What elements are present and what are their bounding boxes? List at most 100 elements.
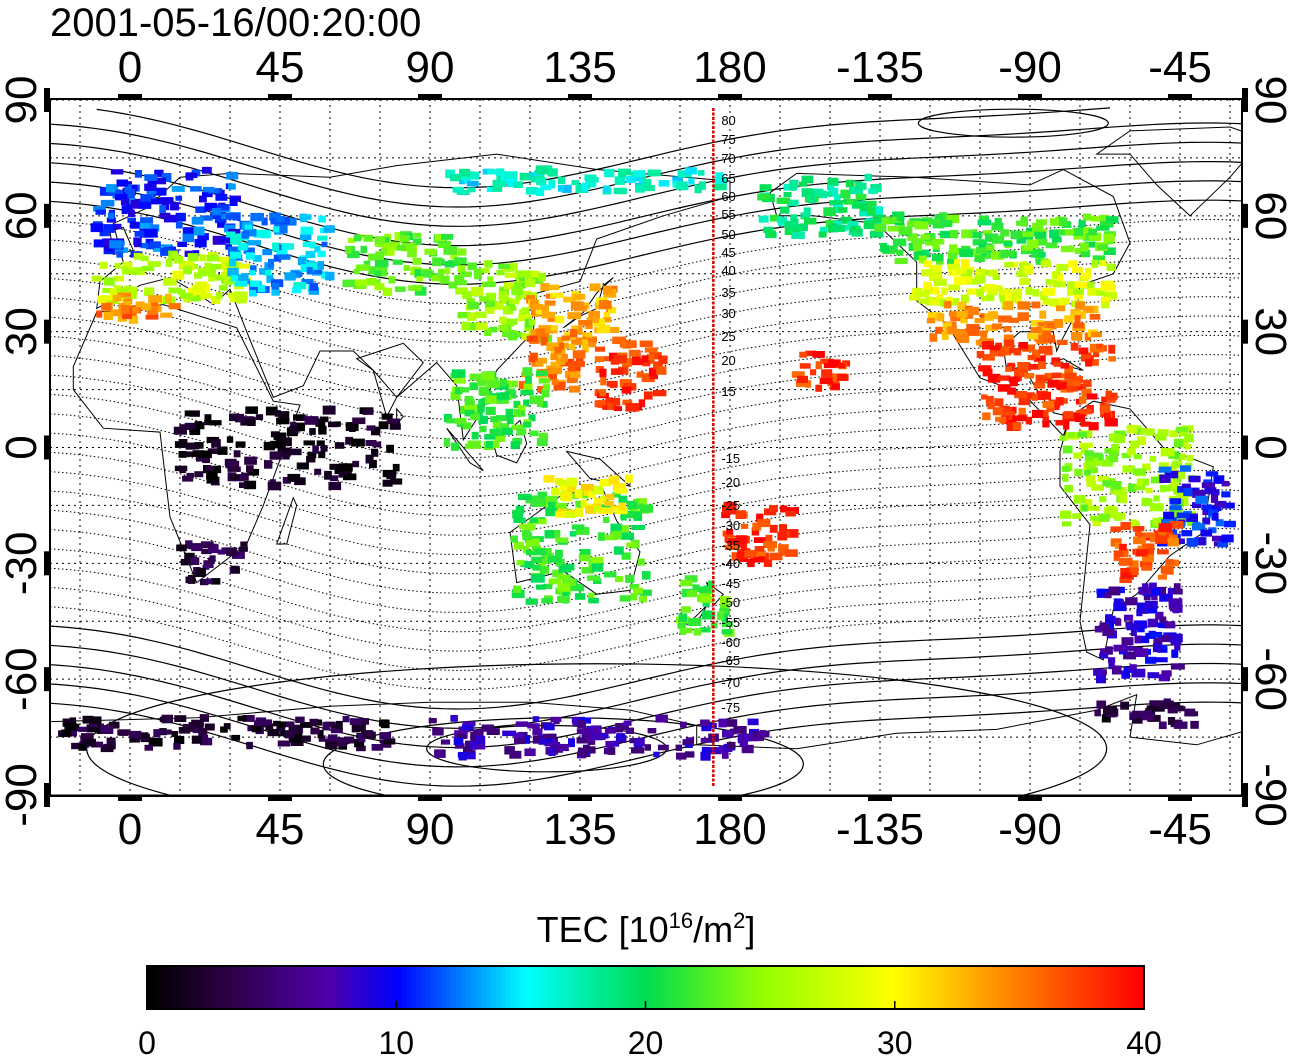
tec-cell [374, 270, 382, 277]
tec-region-hawaii-east-pacific [791, 350, 851, 392]
tec-cell [204, 262, 212, 270]
tec-cell [1181, 483, 1191, 491]
tec-cell [1042, 287, 1056, 296]
tec-cell [424, 248, 437, 255]
tec-cell [140, 194, 153, 203]
tec-cell [1005, 292, 1012, 301]
tec-cell [961, 229, 969, 239]
tec-cell [1164, 470, 1179, 479]
tec-cell [581, 182, 589, 192]
mlat-label: 15 [721, 384, 735, 399]
tec-cell [795, 379, 806, 387]
tec-cell [1079, 396, 1087, 404]
tec-cell [1038, 345, 1053, 354]
tec-cell [915, 291, 929, 298]
tec-cell [1141, 712, 1154, 721]
tec-cell [112, 294, 122, 302]
mlat-contour [50, 489, 1242, 575]
tec-cell [1070, 342, 1079, 351]
colorbar-swatch [979, 966, 986, 1009]
tec-cell [585, 178, 597, 188]
tec-cell [642, 571, 651, 580]
coastline-europe-asia [96, 153, 731, 442]
tec-cell [202, 191, 213, 198]
mlat-labels: 8075706560555045403530252015-15-20-25-30… [721, 113, 740, 715]
tec-cell [813, 188, 824, 195]
tec-cell [464, 404, 478, 413]
tec-region-new-zealand [676, 575, 735, 637]
tec-cell [1013, 348, 1022, 356]
tec-cell [443, 246, 458, 255]
mlat-label: -20 [721, 475, 740, 490]
tec-cell [168, 303, 181, 310]
tec-cell [547, 168, 558, 177]
tec-cell [216, 204, 229, 211]
tec-cell [1214, 500, 1227, 508]
colorbar-swatch [426, 966, 432, 1009]
tec-cell [1088, 228, 1097, 236]
tec-cell [1121, 670, 1130, 679]
tec-cell [561, 491, 571, 500]
tec-cell [454, 275, 465, 284]
tec-cell [82, 738, 96, 747]
tec-cell [752, 556, 765, 563]
tec-cell [1082, 380, 1092, 388]
colorbar-swatch [1029, 966, 1035, 1009]
tec-cell [416, 276, 424, 282]
tec-cell [288, 734, 303, 743]
tec-cell [535, 360, 544, 367]
tec-cell [893, 238, 907, 247]
tec-cell [583, 336, 597, 343]
tec-cell [1043, 325, 1051, 333]
tec-cell [1060, 363, 1070, 369]
tec-cell [595, 400, 606, 406]
tec-cell [453, 737, 464, 746]
tec-cell [535, 165, 549, 175]
tec-cell [1045, 242, 1058, 249]
tec-cell [581, 567, 595, 574]
tec-cell [477, 377, 486, 386]
tec-cell [183, 261, 195, 271]
tec-cell [997, 348, 1006, 357]
tec-cell [925, 239, 937, 246]
tec-cell [1084, 450, 1094, 456]
tec-cell [1221, 480, 1230, 487]
tec-cell [1166, 559, 1174, 565]
tec-cell [138, 201, 152, 209]
tec-cell [979, 330, 986, 337]
colorbar-swatch [944, 966, 951, 1009]
tec-cell [599, 368, 607, 378]
tec-cell [982, 368, 993, 377]
tec-cell [478, 415, 488, 425]
tec-cell [1136, 602, 1151, 611]
tec-cell [1152, 517, 1165, 527]
tec-cell [221, 272, 229, 281]
tec-cell [512, 509, 523, 519]
tec-cell [700, 596, 714, 603]
tec-cell [485, 300, 495, 307]
colorbar-swatch [451, 966, 457, 1009]
tec-cell [1096, 700, 1107, 709]
tec-cell [1031, 349, 1041, 358]
tec-cell [548, 501, 556, 509]
colorbar-swatch [1004, 966, 1010, 1009]
tec-cell [525, 187, 539, 195]
tec-cell [934, 214, 944, 223]
colorbar-swatch [431, 966, 437, 1009]
tec-cell [601, 507, 614, 514]
colorbar-swatch [500, 966, 507, 1009]
tec-cell [682, 739, 694, 745]
tec-cell [598, 301, 612, 310]
tec-cell [438, 268, 444, 278]
colorbar-swatch [421, 966, 427, 1009]
tec-cell [1181, 530, 1193, 537]
tec-cell [1055, 397, 1064, 406]
tec-cell [339, 463, 353, 472]
tec-cell [752, 522, 762, 531]
tec-cell [453, 378, 466, 384]
tec-cell [638, 595, 647, 603]
tec-cell [1142, 463, 1151, 471]
tec-cell [1016, 220, 1028, 226]
mlat-contour [50, 508, 1242, 594]
tec-cell [561, 335, 571, 341]
